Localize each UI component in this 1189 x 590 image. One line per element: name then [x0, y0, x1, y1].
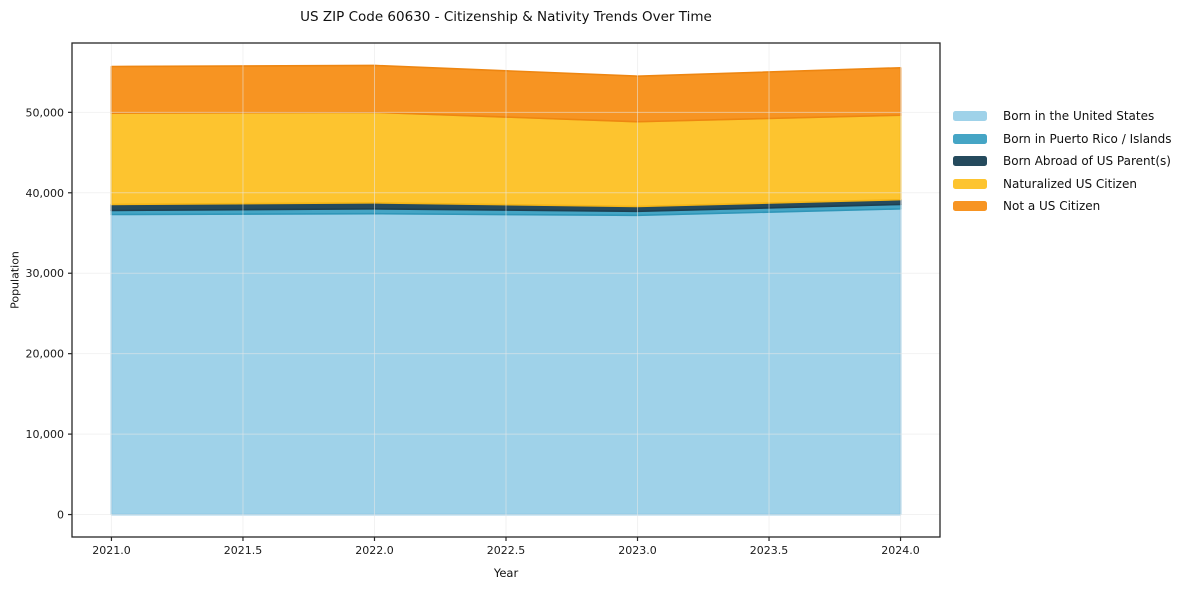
x-tick-label: 2021.0: [92, 544, 131, 557]
y-tick-label: 0: [57, 509, 64, 522]
legend-swatch: [953, 133, 987, 144]
x-tick-label: 2023.5: [750, 544, 789, 557]
legend-swatch: [953, 178, 987, 189]
y-tick-label: 30,000: [26, 267, 65, 280]
legend-swatch: [953, 201, 987, 212]
y-tick-label: 10,000: [26, 428, 65, 441]
legend-item-3: Naturalized US Citizen: [953, 173, 1172, 196]
y-tick-label: 40,000: [26, 187, 65, 200]
chart-title: US ZIP Code 60630 - Citizenship & Nativi…: [300, 9, 712, 25]
legend-swatch: [953, 156, 987, 167]
x-tick-label: 2022.0: [355, 544, 394, 557]
x-tick-label: 2024.0: [881, 544, 920, 557]
x-tick-label: 2022.5: [487, 544, 526, 557]
legend-item-0: Born in the United States: [953, 105, 1172, 128]
x-tick-label: 2023.0: [618, 544, 657, 557]
legend-swatch: [953, 111, 987, 122]
legend: Born in the United States Born in Puerto …: [953, 105, 1172, 218]
legend-label: Not a US Citizen: [1003, 199, 1101, 214]
legend-label: Born in Puerto Rico / Islands: [1003, 131, 1172, 146]
legend-label: Born Abroad of US Parent(s): [1003, 154, 1171, 169]
x-tick-label: 2021.5: [224, 544, 263, 557]
legend-item-1: Born in Puerto Rico / Islands: [953, 128, 1172, 151]
y-axis-label: Population: [8, 251, 22, 309]
x-axis-label: Year: [493, 566, 519, 580]
legend-item-2: Born Abroad of US Parent(s): [953, 150, 1172, 173]
legend-label: Born in the United States: [1003, 109, 1155, 124]
legend-item-4: Not a US Citizen: [953, 195, 1172, 218]
y-tick-label: 50,000: [26, 106, 65, 119]
legend-label: Naturalized US Citizen: [1003, 176, 1137, 191]
y-tick-label: 20,000: [26, 348, 65, 361]
